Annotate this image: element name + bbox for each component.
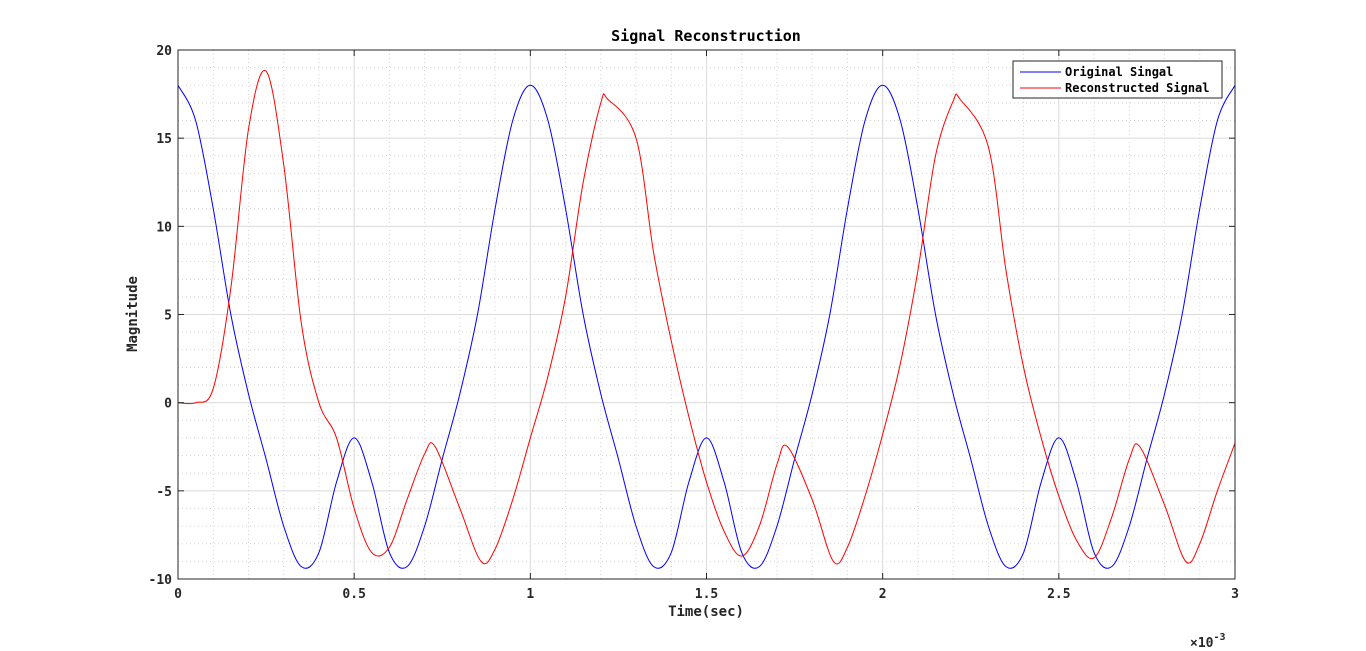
legend-label-original: Original Singal [1065, 65, 1173, 79]
x-axis-exponent: ×10-3 [1190, 632, 1226, 651]
y-tick-label: 15 [156, 132, 172, 147]
series-line-reconstructed [177, 69, 1236, 565]
y-tick-label: -10 [149, 573, 173, 588]
x-tick-label: 2 [879, 587, 887, 602]
x-tick-label: 0 [174, 587, 182, 602]
y-tick-label: 5 [164, 309, 172, 324]
y-axis-title: Magnitude [125, 276, 141, 352]
legend-box [1012, 60, 1223, 99]
y-tick-label: 10 [156, 220, 172, 235]
x-tick-label: 1.5 [695, 587, 718, 602]
x-tick-label: 0.5 [342, 587, 365, 602]
series-layer [177, 69, 1236, 569]
y-tick-label: 20 [156, 44, 172, 59]
tick-layer: 0 0.5 1 1.5 2 2.5 3 -10 -5 0 5 10 15 20 [149, 44, 1239, 602]
major-grid [177, 49, 1236, 580]
x-axis-exponent-base: ×10 [1190, 636, 1214, 651]
y-tick-label: -5 [156, 485, 172, 500]
x-tick-label: 3 [1231, 587, 1239, 602]
x-axis-exponent-power: -3 [1213, 632, 1225, 643]
series-line-original [177, 84, 1236, 569]
legend: Original Singal Reconstructed Signal [1012, 60, 1223, 99]
x-tick-label: 2.5 [1047, 587, 1070, 602]
y-tick-label: 0 [164, 397, 172, 412]
x-tick-label: 1 [526, 587, 534, 602]
legend-label-reconstructed: Reconstructed Signal [1065, 81, 1210, 95]
chart-title: Signal Reconstruction [611, 27, 801, 45]
x-axis-title: Time(sec) [668, 604, 744, 620]
